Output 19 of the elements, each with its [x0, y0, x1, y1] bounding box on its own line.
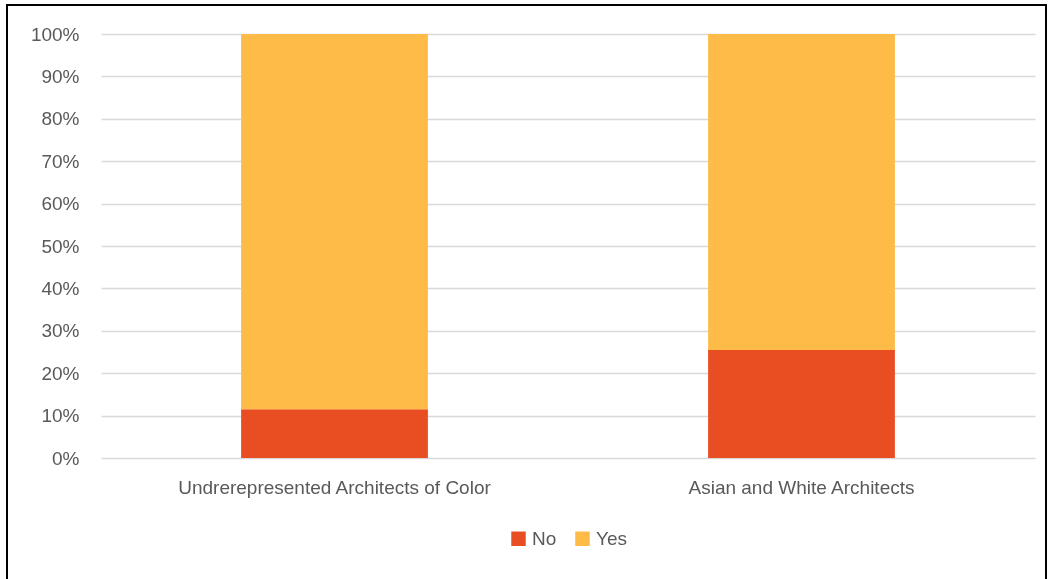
- y-tick-label: 50%: [41, 235, 80, 257]
- legend-label: No: [532, 527, 557, 549]
- bar: [708, 349, 895, 458]
- x-tick-label: Undrerepresented Architects of Color: [178, 476, 492, 498]
- y-tick-label: 0%: [52, 447, 80, 469]
- bar: [241, 34, 428, 410]
- y-tick-label: 90%: [41, 65, 80, 87]
- y-tick-label: 70%: [41, 150, 80, 172]
- bar: [708, 34, 895, 350]
- y-tick-label: 40%: [41, 277, 80, 299]
- y-tick-label: 10%: [41, 405, 80, 427]
- y-tick-label: 20%: [41, 362, 80, 384]
- y-tick-label: 100%: [30, 23, 80, 45]
- x-tick-label: Asian and White Architects: [688, 476, 915, 498]
- legend-label: Yes: [596, 527, 627, 549]
- bar: [241, 409, 428, 458]
- y-tick-label: 30%: [41, 320, 80, 342]
- y-tick-label: 60%: [41, 193, 80, 215]
- y-tick-label: 80%: [41, 108, 80, 130]
